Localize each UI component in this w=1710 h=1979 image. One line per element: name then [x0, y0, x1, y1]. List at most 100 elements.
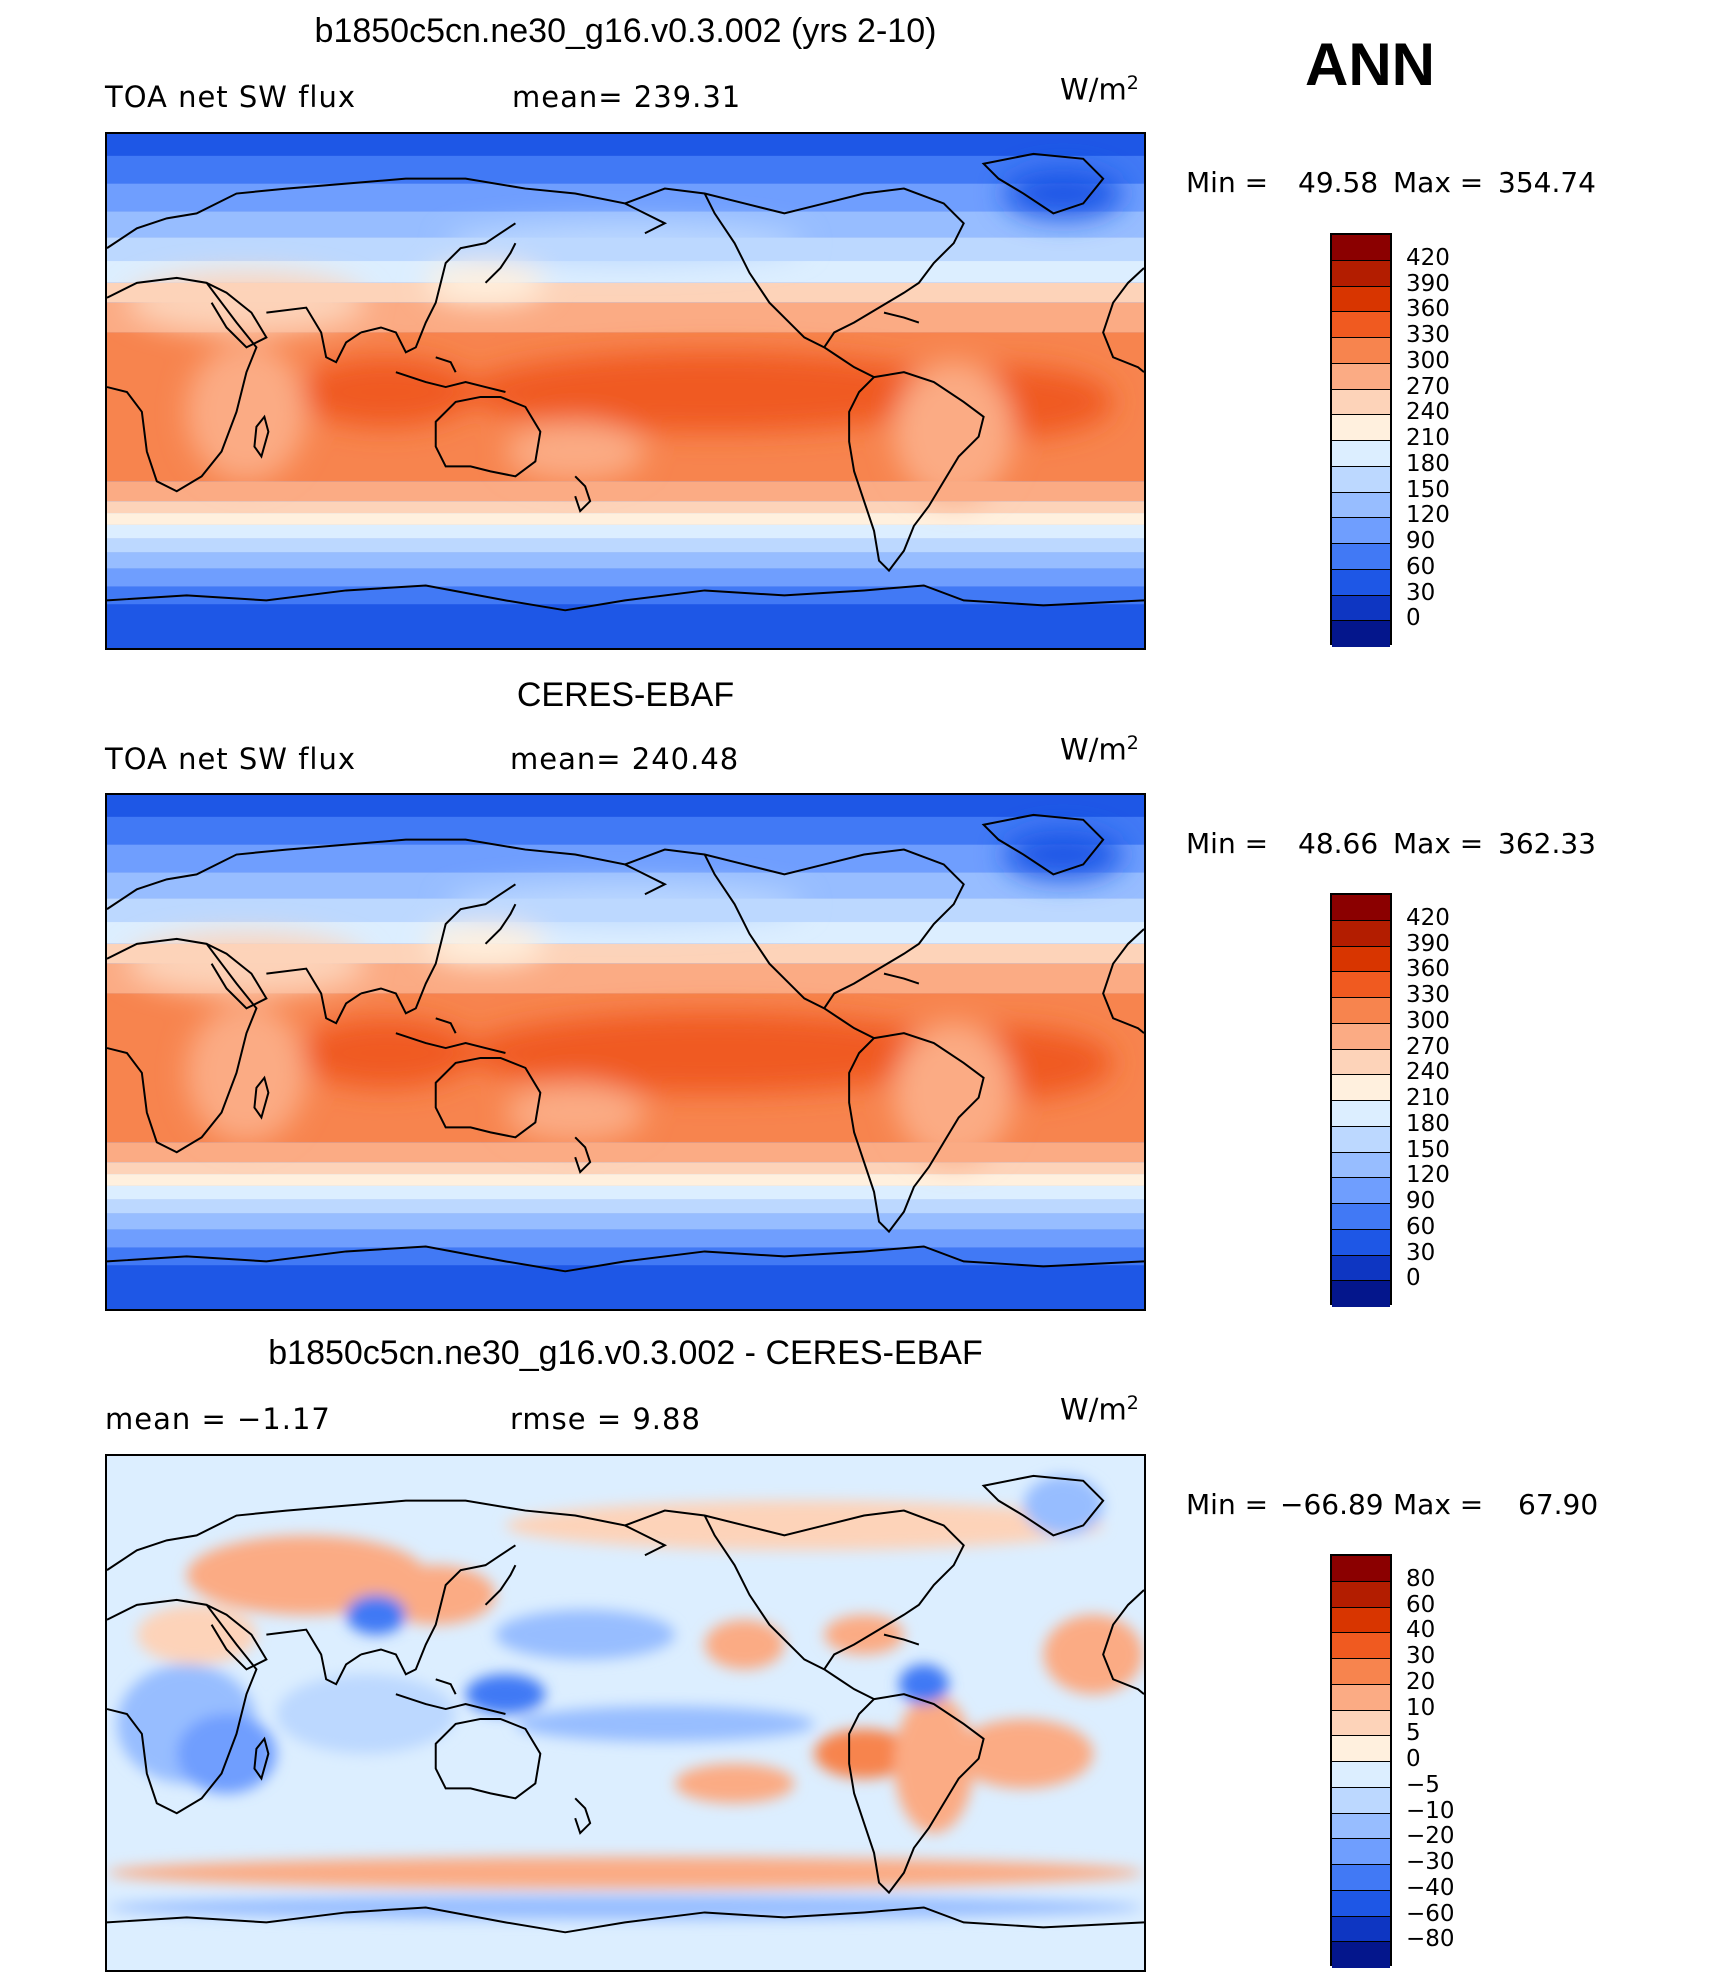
- colorbar-swatch: [1332, 1865, 1390, 1891]
- colorbar-swatch: [1332, 1049, 1390, 1076]
- panel-1-colorbar: [1330, 233, 1392, 647]
- colorbar-tick-label: 30: [1406, 579, 1436, 606]
- colorbar-swatch: [1332, 1101, 1390, 1127]
- colorbar-tick-label: 420: [1406, 904, 1450, 931]
- colorbar-tick-label: 80: [1406, 1565, 1436, 1592]
- colorbar-tick-label: 180: [1406, 450, 1450, 477]
- colorbar-swatch: [1332, 1556, 1390, 1582]
- colorbar-tick-label: 0: [1406, 605, 1421, 632]
- colorbar-swatch: [1332, 544, 1390, 570]
- colorbar-swatch: [1332, 492, 1390, 519]
- panel-3-max-label: Max =: [1393, 1488, 1484, 1521]
- panel-2-title: CERES-EBAF: [516, 676, 735, 714]
- panel-1-title: b1850c5cn.ne30_g16.v0.3.002 (yrs 2-10): [314, 12, 937, 50]
- colorbar-swatch: [1332, 946, 1390, 973]
- colorbar-swatch: [1332, 312, 1390, 338]
- colorbar-tick-label: 180: [1406, 1110, 1450, 1137]
- panel-1-mean-label: mean= 239.31: [512, 80, 742, 114]
- colorbar-tick-label: 60: [1406, 1591, 1436, 1618]
- panel-2-colorbar: [1330, 893, 1392, 1307]
- colorbar-swatch: [1332, 972, 1390, 998]
- colorbar-tick-label: 210: [1406, 1085, 1450, 1111]
- colorbar-tick-label: 0: [1406, 1265, 1421, 1292]
- panel-3-colorbar: [1330, 1554, 1392, 1968]
- panel-2-map-svg: [107, 795, 1144, 1309]
- colorbar-swatch: [1332, 595, 1390, 622]
- colorbar-swatch: [1332, 1023, 1390, 1050]
- colorbar-tick-label: 150: [1406, 1136, 1450, 1163]
- colorbar-swatch: [1332, 1229, 1390, 1256]
- colorbar-swatch: [1332, 1942, 1390, 1968]
- colorbar-swatch: [1332, 1787, 1390, 1814]
- colorbar-tick-label: 360: [1406, 956, 1450, 983]
- panel-1-min-label: Min =: [1186, 166, 1269, 199]
- colorbar-swatch: [1332, 1710, 1390, 1737]
- colorbar-tick-label: 270: [1406, 373, 1450, 400]
- colorbar-tick-label: 30: [1406, 1643, 1436, 1669]
- colorbar-swatch: [1332, 1762, 1390, 1788]
- colorbar-tick-label: 360: [1406, 296, 1450, 323]
- colorbar-swatch: [1332, 338, 1390, 364]
- colorbar-tick-label: 300: [1406, 347, 1450, 374]
- panel-1-max-label: Max =: [1393, 166, 1484, 199]
- colorbar-swatch: [1332, 621, 1390, 647]
- colorbar-swatch: [1332, 1839, 1390, 1865]
- colorbar-swatch: [1332, 389, 1390, 416]
- colorbar-swatch: [1332, 1255, 1390, 1282]
- colorbar-swatch: [1332, 895, 1390, 921]
- colorbar-swatch: [1332, 466, 1390, 493]
- colorbar-tick-label: 40: [1406, 1617, 1436, 1644]
- colorbar-swatch: [1332, 1281, 1390, 1307]
- colorbar-swatch: [1332, 1813, 1390, 1840]
- colorbar-swatch: [1332, 1916, 1390, 1943]
- season-label: ANN: [1305, 31, 1435, 98]
- colorbar-swatch: [1332, 998, 1390, 1024]
- colorbar-tick-label: −20: [1406, 1823, 1455, 1850]
- colorbar-tick-label: 5: [1406, 1720, 1421, 1747]
- colorbar-tick-label: 240: [1406, 399, 1450, 426]
- colorbar-tick-label: 240: [1406, 1059, 1450, 1086]
- colorbar-tick-label: −10: [1406, 1797, 1455, 1824]
- panel-1-min-value: 49.58: [1298, 166, 1379, 199]
- colorbar-tick-label: −60: [1406, 1900, 1455, 1927]
- colorbar-swatch: [1332, 1607, 1390, 1634]
- colorbar-swatch: [1332, 286, 1390, 313]
- colorbar-swatch: [1332, 1075, 1390, 1101]
- colorbar-tick-label: 330: [1406, 982, 1450, 1008]
- colorbar-tick-label: −80: [1406, 1926, 1455, 1953]
- colorbar-swatch: [1332, 569, 1390, 596]
- panel-1-map-svg: [107, 134, 1144, 648]
- colorbar-tick-label: 120: [1406, 502, 1450, 529]
- colorbar-tick-label: 120: [1406, 1162, 1450, 1189]
- panel-3-min-value: −66.89: [1280, 1488, 1384, 1521]
- colorbar-tick-label: 10: [1406, 1694, 1436, 1721]
- panel-3-min-label: Min =: [1186, 1488, 1269, 1521]
- colorbar-tick-label: 90: [1406, 528, 1436, 554]
- panel-3-mean-label: mean = −1.17: [105, 1402, 331, 1436]
- panel-2-variable-label: TOA net SW flux: [105, 742, 357, 776]
- panel-1-variable-label: TOA net SW flux: [105, 80, 357, 114]
- panel-2-mean-label: mean= 240.48: [510, 742, 740, 776]
- colorbar-tick-label: 330: [1406, 322, 1450, 348]
- colorbar-swatch: [1332, 260, 1390, 287]
- colorbar-tick-label: 390: [1406, 270, 1450, 297]
- panel-3-map: [105, 1454, 1146, 1972]
- colorbar-tick-label: 390: [1406, 930, 1450, 957]
- colorbar-swatch: [1332, 1581, 1390, 1608]
- colorbar-tick-label: 150: [1406, 476, 1450, 503]
- colorbar-swatch: [1332, 441, 1390, 467]
- colorbar-tick-label: −40: [1406, 1874, 1455, 1901]
- colorbar-tick-label: 270: [1406, 1033, 1450, 1060]
- panel-1-max-value: 354.74: [1498, 166, 1596, 199]
- colorbar-swatch: [1332, 1736, 1390, 1762]
- panel-1-units: W/m2: [1060, 72, 1139, 107]
- colorbar-swatch: [1332, 363, 1390, 390]
- colorbar-tick-label: −30: [1406, 1849, 1455, 1875]
- colorbar-tick-label: −5: [1406, 1771, 1440, 1798]
- colorbar-swatch: [1332, 1633, 1390, 1659]
- panel-3-units: W/m2: [1060, 1392, 1139, 1427]
- panel-3-title: b1850c5cn.ne30_g16.v0.3.002 - CERES-EBAF: [268, 1334, 983, 1372]
- colorbar-tick-label: 30: [1406, 1239, 1436, 1266]
- panel-1-map: [105, 132, 1146, 650]
- panel-3-max-value: 67.90: [1518, 1488, 1599, 1521]
